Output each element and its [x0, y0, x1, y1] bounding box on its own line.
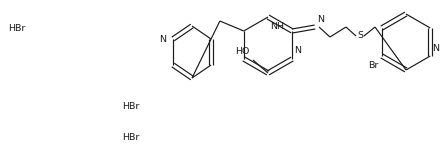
Text: HBr: HBr [8, 24, 25, 32]
Text: NH: NH [270, 22, 284, 31]
Text: HBr: HBr [122, 101, 139, 111]
Text: S: S [357, 31, 363, 40]
Text: N: N [294, 46, 301, 55]
Text: N: N [159, 35, 166, 44]
Text: N: N [432, 44, 439, 53]
Text: N: N [317, 15, 324, 24]
Text: HO: HO [235, 47, 249, 56]
Text: Br: Br [368, 61, 379, 70]
Text: HBr: HBr [122, 133, 139, 143]
